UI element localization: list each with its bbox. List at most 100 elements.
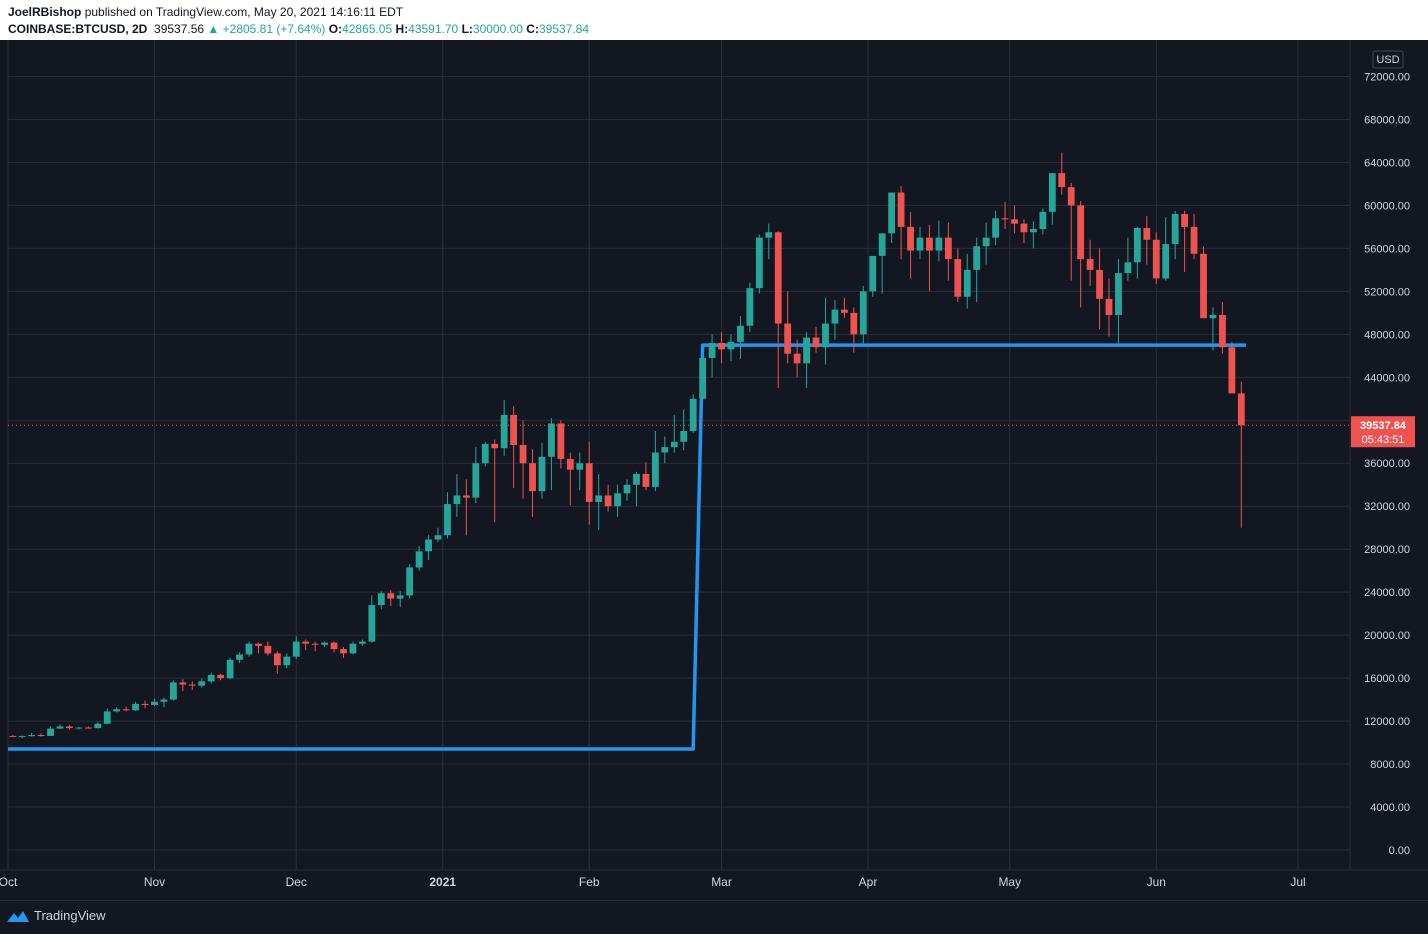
candles-layer[interactable]: [9, 152, 1245, 739]
candle-body: [1200, 253, 1207, 319]
bearish-candle: [1077, 201, 1085, 308]
candle-body: [670, 441, 678, 448]
bullish-candle: [368, 595, 376, 643]
candle-body: [1171, 214, 1179, 245]
candle-body: [822, 323, 829, 348]
candle-body: [727, 341, 735, 350]
tradingview-logo[interactable]: TradingView: [6, 908, 106, 923]
currency-badge[interactable]: [1372, 50, 1404, 69]
time-tick-label: Dec: [286, 875, 307, 889]
candle-body: [1077, 205, 1085, 260]
price-axis-bg[interactable]: [1350, 40, 1428, 870]
candle-body: [538, 456, 546, 492]
bullish-candle: [349, 641, 357, 655]
time-tick-label: Jul: [1290, 875, 1305, 889]
candle-body: [840, 309, 848, 313]
time-tick-labels: Oct Nov Dec 2021 Feb Mar Apr May Jun Jul: [0, 875, 1306, 889]
low-value: 30000.00: [472, 22, 523, 36]
bearish-candle: [264, 641, 272, 656]
candle-body: [132, 703, 139, 711]
candle-body: [869, 255, 877, 292]
bearish-candle: [944, 222, 952, 281]
bullish-candle: [500, 399, 508, 456]
candle-body: [75, 727, 83, 729]
trendline-path: [8, 343, 1247, 751]
candle-body: [340, 649, 347, 654]
candle-body: [453, 495, 461, 505]
time-tick-label: May: [998, 875, 1021, 889]
bullish-candle: [699, 355, 707, 401]
bullish-candle: [1209, 307, 1217, 351]
candle-body: [28, 735, 36, 737]
candle-body: [718, 342, 725, 350]
bullish-candle: [245, 641, 253, 657]
candle-body: [113, 709, 121, 712]
cloud-logo-icon: [7, 910, 29, 922]
candle-body: [9, 735, 17, 737]
bullish-candle: [737, 316, 744, 360]
bullish-candle: [1133, 226, 1141, 279]
candlestick-chart[interactable]: USD 0.00 4000.00 8000.00 12000.00 16000.00 20…: [0, 40, 1428, 900]
candle-body: [1029, 229, 1037, 233]
price-tick-label: 4000.00: [1370, 802, 1410, 814]
candle-body: [1020, 223, 1028, 233]
bullish-candle: [888, 192, 896, 244]
candle-body: [774, 232, 782, 324]
bullish-candle: [651, 431, 659, 492]
bearish-candle: [850, 307, 858, 353]
candle-body: [992, 218, 1000, 238]
bearish-candle: [1237, 381, 1245, 528]
bearish-candle: [1152, 232, 1160, 284]
header-line-1: JoelRBishop published on TradingView.com…: [8, 5, 403, 19]
price-marker-countdown: 05:43:51: [1362, 434, 1405, 446]
bullish-candle: [680, 409, 688, 451]
price-marker-value: 39537.84: [1360, 420, 1407, 432]
bullish-candle: [425, 535, 432, 560]
candle-body: [907, 226, 914, 251]
candle-body: [18, 736, 26, 738]
trendline-layer[interactable]: [8, 343, 1247, 751]
chart-area[interactable]: USD 0.00 4000.00 8000.00 12000.00 16000.00 20…: [0, 40, 1428, 900]
open-value: 42865.05: [342, 22, 393, 36]
bullish-candle: [283, 653, 291, 669]
bullish-candle: [755, 234, 763, 294]
grid-lines: [7, 40, 1350, 870]
header-line-2: COINBASE:BTCUSD, 2D 39537.56 ▲ +2805.81 …: [8, 22, 589, 36]
candle-body: [803, 337, 810, 364]
candle-body: [1001, 218, 1009, 220]
candle-body: [850, 312, 858, 335]
candle-body: [491, 443, 499, 449]
bearish-candle: [510, 406, 518, 488]
bullish-candle: [169, 680, 177, 701]
bearish-candle: [585, 441, 593, 525]
price-tick-label: 44000.00: [1364, 372, 1410, 384]
candle-body: [1181, 214, 1189, 227]
candle-body: [585, 463, 593, 502]
currency-label: USD: [1376, 54, 1399, 66]
candle-body: [1048, 173, 1056, 212]
candle-body: [888, 192, 896, 234]
bearish-candle: [37, 733, 45, 737]
candle-body: [557, 423, 565, 459]
publication-header: JoelRBishop published on TradingView.com…: [0, 0, 1428, 40]
candle-body: [1228, 347, 1236, 394]
bearish-candle: [84, 726, 92, 729]
bearish-candle: [897, 186, 905, 260]
candle-body: [916, 237, 924, 251]
candle-body: [831, 309, 839, 324]
candle-body: [1067, 187, 1075, 206]
bullish-candle: [28, 732, 36, 737]
candle-body: [217, 674, 225, 679]
candle-body: [368, 605, 376, 642]
candle-body: [737, 325, 744, 342]
price-tick-label: 52000.00: [1364, 286, 1410, 298]
candle-body: [1039, 211, 1047, 230]
author-name[interactable]: JoelRBishop: [8, 5, 82, 19]
bearish-candle: [1067, 182, 1075, 281]
candle-body: [973, 246, 981, 270]
time-axis-bg[interactable]: [0, 870, 1428, 900]
current-price-marker: 39537.84 05:43:51: [1351, 416, 1415, 448]
bullish-candle: [623, 479, 631, 501]
bearish-candle: [1181, 210, 1189, 273]
bearish-candle: [1058, 152, 1066, 195]
